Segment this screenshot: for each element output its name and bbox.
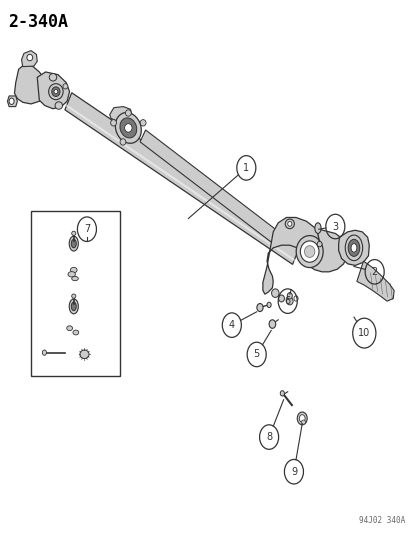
Ellipse shape xyxy=(316,241,321,247)
Text: 2-340A: 2-340A xyxy=(8,13,68,31)
Bar xyxy=(31,211,120,376)
Text: 10: 10 xyxy=(357,328,370,338)
Ellipse shape xyxy=(347,239,359,256)
Ellipse shape xyxy=(49,74,57,81)
Ellipse shape xyxy=(120,118,136,138)
Ellipse shape xyxy=(68,272,75,277)
Ellipse shape xyxy=(125,110,131,116)
Ellipse shape xyxy=(124,124,132,132)
Ellipse shape xyxy=(120,139,126,145)
Polygon shape xyxy=(21,51,37,67)
Ellipse shape xyxy=(45,84,50,91)
Text: 5: 5 xyxy=(253,350,259,359)
Ellipse shape xyxy=(266,302,271,308)
Ellipse shape xyxy=(71,294,76,298)
Ellipse shape xyxy=(52,87,60,96)
Ellipse shape xyxy=(296,236,322,268)
Ellipse shape xyxy=(70,268,77,273)
Text: 1: 1 xyxy=(243,163,249,173)
Polygon shape xyxy=(109,107,132,122)
Polygon shape xyxy=(37,72,69,109)
Polygon shape xyxy=(7,96,17,107)
Text: 7: 7 xyxy=(83,224,90,234)
Polygon shape xyxy=(262,217,346,294)
Text: 9: 9 xyxy=(290,467,296,477)
Ellipse shape xyxy=(80,350,89,359)
Ellipse shape xyxy=(54,90,58,94)
Ellipse shape xyxy=(293,296,297,301)
Text: 3: 3 xyxy=(332,222,337,231)
Text: 2: 2 xyxy=(370,267,377,277)
Ellipse shape xyxy=(287,293,292,299)
Ellipse shape xyxy=(271,289,278,297)
Ellipse shape xyxy=(73,330,78,335)
Ellipse shape xyxy=(301,420,305,424)
Ellipse shape xyxy=(299,415,304,422)
Polygon shape xyxy=(338,230,368,265)
Ellipse shape xyxy=(286,297,292,305)
Ellipse shape xyxy=(304,246,314,257)
Ellipse shape xyxy=(9,98,14,104)
Ellipse shape xyxy=(42,350,46,356)
Ellipse shape xyxy=(115,112,141,143)
Text: 8: 8 xyxy=(266,432,271,442)
Ellipse shape xyxy=(66,326,72,330)
Ellipse shape xyxy=(71,239,76,248)
Ellipse shape xyxy=(69,236,78,251)
Ellipse shape xyxy=(256,304,263,311)
Ellipse shape xyxy=(27,54,33,61)
Ellipse shape xyxy=(297,412,306,425)
Ellipse shape xyxy=(49,84,63,100)
Ellipse shape xyxy=(140,119,146,126)
Polygon shape xyxy=(65,93,299,264)
Ellipse shape xyxy=(110,119,116,126)
Ellipse shape xyxy=(268,320,275,328)
Ellipse shape xyxy=(314,223,320,233)
Ellipse shape xyxy=(55,102,62,109)
Ellipse shape xyxy=(287,222,291,227)
Polygon shape xyxy=(140,130,278,243)
Ellipse shape xyxy=(344,235,362,261)
Text: 94J02 340A: 94J02 340A xyxy=(358,516,405,525)
Ellipse shape xyxy=(350,244,356,252)
Ellipse shape xyxy=(71,231,76,236)
Ellipse shape xyxy=(280,391,284,396)
Ellipse shape xyxy=(278,295,284,302)
Ellipse shape xyxy=(285,219,294,229)
Ellipse shape xyxy=(300,241,318,262)
Ellipse shape xyxy=(71,277,78,281)
Polygon shape xyxy=(356,261,393,301)
Ellipse shape xyxy=(63,84,68,89)
Polygon shape xyxy=(14,64,45,104)
Text: 4: 4 xyxy=(228,320,234,330)
Ellipse shape xyxy=(69,299,78,314)
Text: 6: 6 xyxy=(284,296,290,306)
Ellipse shape xyxy=(71,302,76,311)
Polygon shape xyxy=(41,82,54,95)
